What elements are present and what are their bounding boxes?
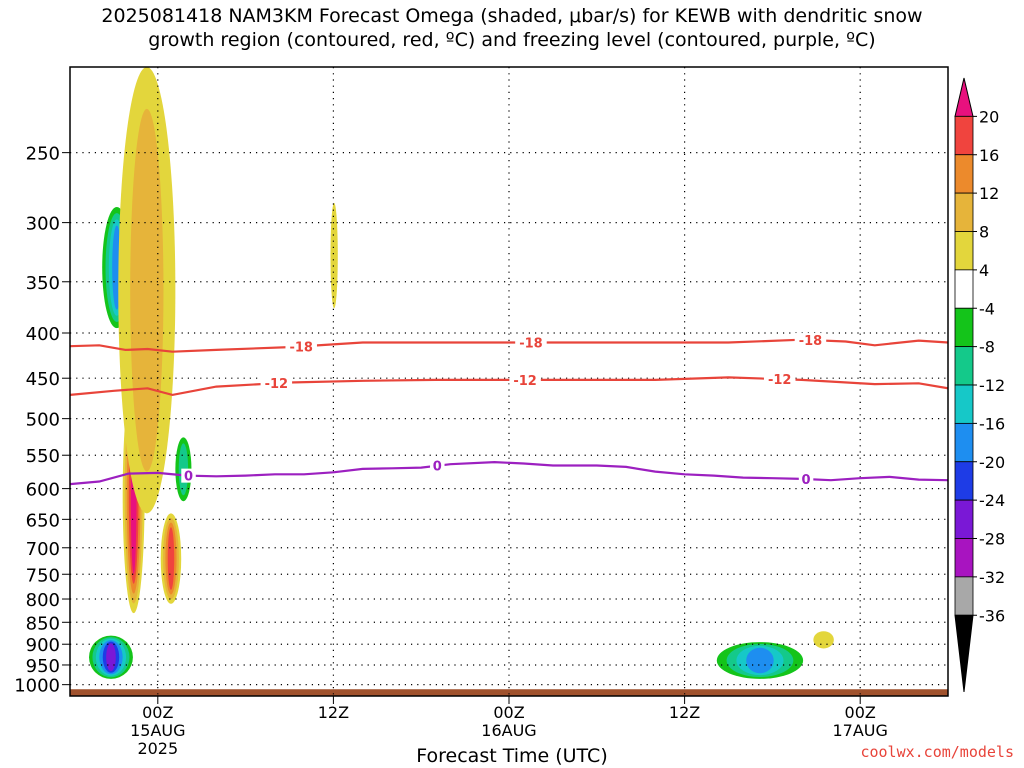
y-tick-label: 1000 bbox=[14, 676, 60, 697]
contour-label-bg bbox=[794, 333, 827, 348]
colorbar-swatch bbox=[954, 231, 974, 271]
colorbar-tick-label: -8 bbox=[979, 338, 995, 357]
colorbar-swatch bbox=[954, 538, 974, 578]
y-tick-label: 650 bbox=[26, 510, 60, 531]
y-tick-label: 900 bbox=[26, 635, 60, 656]
grid-lines bbox=[70, 67, 948, 696]
omega-region bbox=[167, 527, 175, 590]
contour-label-bg bbox=[260, 376, 293, 391]
chart-title: 2025081418 NAM3KM Forecast Omega (shaded… bbox=[0, 4, 1024, 52]
contour-label-bg bbox=[515, 335, 547, 350]
contour-label-bg bbox=[798, 472, 814, 487]
colorbar-bottom-arrow bbox=[954, 614, 974, 693]
y-tick-label: 750 bbox=[26, 565, 60, 586]
colorbar-tick-label: -36 bbox=[979, 606, 1005, 625]
colorbar-tick-label: -32 bbox=[979, 568, 1005, 587]
omega-region bbox=[106, 643, 116, 672]
chart-title-line1: 2025081418 NAM3KM Forecast Omega (shaded… bbox=[101, 5, 923, 27]
x-tick-label: 2025 bbox=[137, 739, 178, 758]
y-tick-label: 850 bbox=[26, 613, 60, 634]
omega-region bbox=[746, 647, 774, 674]
x-tick-label: 00Z bbox=[845, 703, 876, 722]
y-tick-label: 700 bbox=[26, 539, 60, 560]
contour-label: -18 bbox=[799, 334, 823, 349]
contour-label: -12 bbox=[513, 374, 537, 389]
colorbar-swatch bbox=[954, 269, 974, 309]
contour-line bbox=[70, 376, 948, 397]
x-tick-label: 00Z bbox=[493, 703, 524, 722]
omega-region bbox=[130, 108, 164, 472]
omega-region bbox=[330, 202, 338, 309]
omega-region bbox=[813, 631, 834, 649]
contour-label: -12 bbox=[265, 377, 289, 392]
y-tick-label: 400 bbox=[26, 324, 60, 345]
terrain-fill bbox=[70, 689, 948, 696]
contour-label: -18 bbox=[289, 340, 313, 355]
y-tick-label: 350 bbox=[26, 273, 60, 294]
contour-label-bg bbox=[763, 372, 796, 387]
colorbar-swatch bbox=[954, 499, 974, 539]
contour-label-bg bbox=[181, 468, 196, 483]
contour-label: 0 bbox=[802, 473, 811, 488]
y-tick-label: 250 bbox=[26, 144, 60, 165]
y-tick-label: 550 bbox=[26, 446, 60, 467]
contour-line bbox=[70, 338, 948, 353]
colorbar-tick-label: 20 bbox=[979, 107, 999, 126]
colorbar-tick-label: -4 bbox=[979, 299, 995, 318]
contour-lines: -18 -18 -18 -12 -12 -12 0 0 0 bbox=[70, 333, 948, 488]
contour-label: -18 bbox=[519, 336, 543, 351]
colorbar-swatch bbox=[954, 422, 974, 463]
contour-label: 0 bbox=[184, 470, 193, 485]
colorbar-swatch bbox=[954, 461, 974, 501]
x-tick-label: 16AUG bbox=[481, 721, 536, 740]
colorbar-tick-label: 8 bbox=[979, 223, 989, 242]
x-tick-label: 17AUG bbox=[832, 721, 887, 740]
source-link[interactable]: coolwx.com/models bbox=[860, 743, 1014, 761]
colorbar-tick-label: -24 bbox=[979, 491, 1005, 510]
colorbar-swatch bbox=[954, 192, 974, 232]
colorbar-legend: 20 16 12 8 4 -4 -8 -12 -16 -20 -24 -28 -32 -36 bbox=[954, 77, 1005, 693]
plot-area bbox=[70, 67, 948, 696]
colorbar-tick-label: -28 bbox=[979, 530, 1005, 549]
colorbar-tick-label: -20 bbox=[979, 453, 1005, 472]
colorbar-tick-label: -16 bbox=[979, 414, 1005, 433]
terrain-ground bbox=[70, 689, 948, 696]
x-tick-label: 12Z bbox=[669, 703, 700, 722]
y-tick-label: 600 bbox=[26, 480, 60, 501]
x-tick-label: 15AUG bbox=[130, 721, 185, 740]
colorbar-swatch bbox=[954, 307, 974, 348]
contour-label: -12 bbox=[768, 373, 792, 388]
contour-label-bg bbox=[430, 458, 445, 473]
colorbar-tick-label: 12 bbox=[979, 184, 999, 203]
y-tick-label: 800 bbox=[26, 590, 60, 611]
colorbar-tick-label: 16 bbox=[979, 146, 999, 165]
y-tick-label: 300 bbox=[26, 214, 60, 235]
contour-label-bg bbox=[509, 372, 541, 387]
colorbar-swatch bbox=[954, 384, 974, 424]
x-tick-label: 12Z bbox=[318, 703, 349, 722]
colorbar-top-arrow bbox=[954, 77, 974, 117]
x-axis-label: Forecast Time (UTC) bbox=[416, 745, 608, 767]
colorbar-swatch bbox=[954, 576, 974, 616]
colorbar-tick-label: -12 bbox=[979, 376, 1005, 395]
omega-shading bbox=[89, 67, 834, 679]
colorbar-swatch bbox=[954, 346, 974, 386]
colorbar-swatch bbox=[954, 115, 974, 156]
y-tick-label: 500 bbox=[26, 410, 60, 431]
contour-label-bg bbox=[285, 339, 317, 354]
y-tick-label: 950 bbox=[26, 656, 60, 677]
colorbar-tick-label: 4 bbox=[979, 261, 989, 280]
x-tick-label: 00Z bbox=[142, 703, 173, 722]
y-axis: 2503003504004505005506006507007508008509… bbox=[14, 144, 70, 697]
y-tick-label: 450 bbox=[26, 369, 60, 390]
colorbar-swatch bbox=[954, 154, 974, 194]
contour-label: 0 bbox=[433, 460, 442, 475]
chart-title-line2: growth region (contoured, red, ºC) and f… bbox=[148, 29, 876, 51]
